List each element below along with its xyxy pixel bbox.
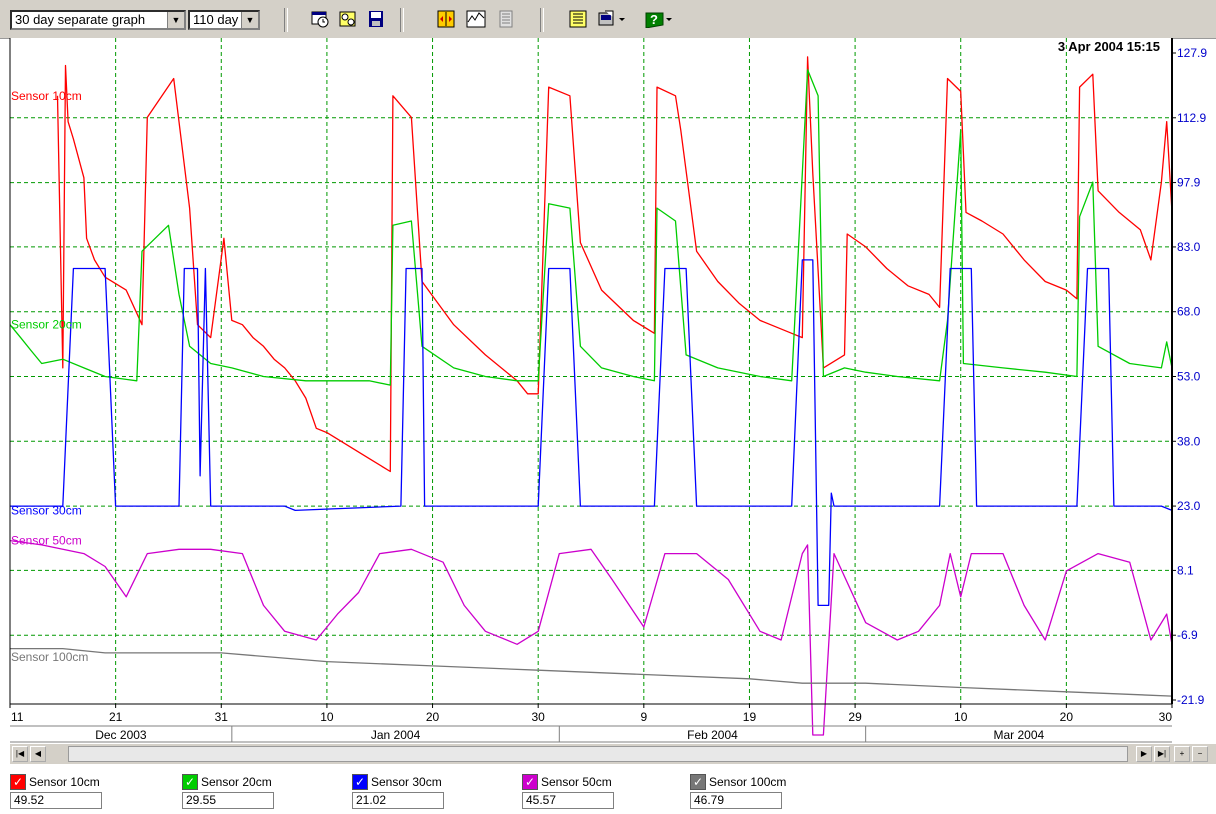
save-disk-icon[interactable]: [364, 9, 388, 31]
y-tick-label: 53.0: [1177, 370, 1201, 384]
sensor-settings-icon[interactable]: [336, 9, 360, 31]
series-label: Sensor 10cm: [11, 89, 82, 103]
legend-value: 21.02: [352, 792, 444, 809]
legend-value: 46.79: [690, 792, 782, 809]
x-tick-label: 31: [215, 710, 229, 724]
x-tick-label: 29: [848, 710, 862, 724]
zoom-in-icon[interactable]: +: [1174, 746, 1190, 762]
graph-mode-value: 30 day separate graph: [15, 12, 146, 27]
x-tick-label: 11: [11, 710, 24, 724]
legend-label: Sensor 20cm: [201, 775, 272, 789]
month-label: Dec 2003: [95, 728, 147, 742]
legend-item: ✓ Sensor 10cm 49.52: [10, 774, 120, 814]
period-select[interactable]: 110 day ▼: [188, 10, 260, 30]
scroll-track[interactable]: [68, 746, 1128, 762]
x-tick-label: 21: [109, 710, 123, 724]
zoom-out-icon[interactable]: −: [1192, 746, 1208, 762]
month-label: Mar 2004: [993, 728, 1044, 742]
scroll-left-icon[interactable]: ◀: [30, 746, 46, 762]
y-tick-label: 112.9: [1177, 111, 1206, 125]
series-label: Sensor 20cm: [11, 318, 82, 332]
scroll-last-icon[interactable]: ▶|: [1154, 746, 1170, 762]
print-page-icon[interactable]: [494, 9, 518, 31]
checkbox-icon[interactable]: ✓: [182, 774, 198, 790]
y-tick-label: 83.0: [1177, 240, 1201, 254]
chevron-down-icon[interactable]: ▼: [167, 12, 184, 28]
y-tick-label: 38.0: [1177, 434, 1201, 448]
checkbox-icon[interactable]: ✓: [10, 774, 26, 790]
month-label: Feb 2004: [687, 728, 738, 742]
series-label: Sensor 30cm: [11, 503, 82, 517]
series-line: [9, 539, 1173, 736]
y-tick-label: 8.1: [1177, 563, 1194, 577]
checkbox-icon[interactable]: ✓: [352, 774, 368, 790]
export-icon[interactable]: [596, 9, 628, 31]
legend-item: ✓ Sensor 100cm 46.79: [690, 774, 800, 814]
cursor-tool-icon[interactable]: [434, 9, 458, 31]
legend-item: ✓ Sensor 30cm 21.02: [352, 774, 462, 814]
checkbox-icon[interactable]: ✓: [522, 774, 538, 790]
series-line: [10, 259, 1173, 607]
chart-timestamp: 3 Apr 2004 15:15: [1058, 39, 1160, 54]
legend-value: 45.57: [522, 792, 614, 809]
y-tick-label: 97.9: [1177, 176, 1201, 190]
plot-background: [10, 38, 1172, 704]
toolbar-separator: [540, 8, 544, 32]
sensor-chart: 127.9 112.9 97.9 83.0 68.0 53.0 38.0 23.0 8.1 -6.…: [9, 38, 1207, 743]
graph-mode-select[interactable]: 30 day separate graph ▼: [10, 10, 186, 30]
list-view-icon[interactable]: [566, 9, 590, 31]
y-tick-label: 23.0: [1177, 499, 1201, 513]
legend-label: Sensor 10cm: [29, 775, 100, 789]
help-icon[interactable]: ?: [642, 9, 674, 31]
series-label: Sensor 50cm: [11, 534, 82, 548]
x-tick-label: 9: [640, 710, 647, 724]
y-tick-label: -6.9: [1177, 628, 1198, 642]
month-label: Jan 2004: [371, 728, 421, 742]
time-scrollbar[interactable]: |◀ ◀ ▶ ▶| + −: [10, 744, 1216, 764]
legend-item: ✓ Sensor 20cm 29.55: [182, 774, 292, 814]
toolbar: 30 day separate graph ▼ 110 day ▼ ?: [0, 0, 1216, 39]
series-label: Sensor 100cm: [11, 650, 88, 664]
x-tick-label: 30: [1159, 710, 1173, 724]
x-tick-label: 10: [954, 710, 968, 724]
series-line: [56, 56, 1173, 473]
x-tick-label: 10: [320, 710, 334, 724]
legend-value: 49.52: [10, 792, 102, 809]
x-tick-label: 19: [743, 710, 757, 724]
legend-label: Sensor 50cm: [541, 775, 612, 789]
zoom-graph-icon[interactable]: [464, 9, 488, 31]
chevron-down-icon[interactable]: ▼: [241, 12, 258, 28]
legend-label: Sensor 100cm: [709, 775, 787, 789]
toolbar-separator: [284, 8, 288, 32]
svg-text:?: ?: [650, 12, 658, 27]
series-line: [9, 69, 1173, 386]
series-line: [10, 647, 1173, 697]
checkbox-icon[interactable]: ✓: [690, 774, 706, 790]
y-tick-label: 127.9: [1177, 46, 1207, 60]
y-tick-label: -21.9: [1177, 693, 1205, 707]
x-tick-label: 20: [426, 710, 440, 724]
scroll-first-icon[interactable]: |◀: [12, 746, 28, 762]
y-tick-label: 68.0: [1177, 305, 1201, 319]
toolbar-separator: [400, 8, 404, 32]
x-tick-label: 20: [1060, 710, 1074, 724]
period-value: 110 day: [193, 12, 239, 27]
x-tick-label: 30: [532, 710, 546, 724]
legend-label: Sensor 30cm: [371, 775, 442, 789]
legend-item: ✓ Sensor 50cm 45.57: [522, 774, 632, 814]
clock-report-icon[interactable]: [308, 9, 332, 31]
scroll-right-icon[interactable]: ▶: [1136, 746, 1152, 762]
legend-value: 29.55: [182, 792, 274, 809]
